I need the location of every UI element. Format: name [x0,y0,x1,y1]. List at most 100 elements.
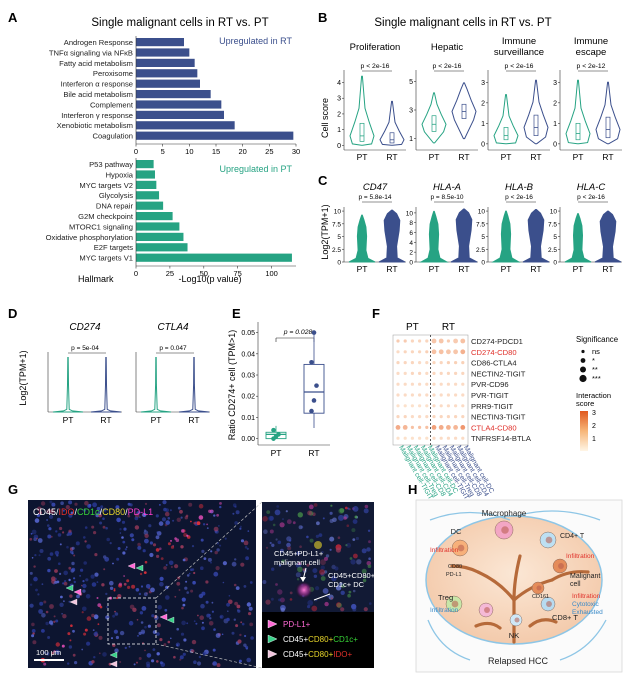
cell-spot [54,550,60,556]
axis-tick-label: 0 [481,141,485,148]
cell-spot [156,652,160,656]
dot-mark [403,404,407,408]
hallmark-bar [136,100,222,109]
hallmark-label: Bile acid metabolism [63,90,133,99]
group-label: RT [386,264,397,274]
cell-spot [145,584,151,589]
significance-legend-label: * [592,356,595,365]
dot-mark [410,415,414,419]
cell-spot [59,572,62,576]
cell-spot [38,609,43,614]
interaction-pair-label: TNFRSF14-BTLA [471,434,532,443]
label-cd8-t: CD8+ T [552,613,578,622]
cell-spot [143,571,147,574]
hallmark-bar [136,253,292,262]
cell-spot [109,542,112,545]
dot-mark [432,404,436,408]
cell-spot [201,626,205,631]
cell-spot [155,535,160,540]
cell-spot [29,537,33,541]
cell-spot [119,661,122,663]
legend-marker [267,619,278,629]
cell-spot [240,539,245,543]
label-cd161: CD161 [532,594,549,600]
treg-2-nucleus [484,607,490,613]
cell-spot [49,514,54,520]
cell-spot [355,536,359,541]
cell-spot [47,556,52,561]
cell-spot [219,502,222,505]
cell-spot [243,540,249,546]
cell-spot [196,521,201,526]
cell-spot [275,583,278,586]
legend-marker [267,634,278,644]
cell-spot [102,652,107,657]
dot-mark [431,349,437,355]
cell-spot [113,629,118,634]
cell-spot [148,524,152,528]
cell-spot [35,588,38,592]
colorbar [580,411,588,451]
cell-spot [114,648,119,653]
hallmark-bar [136,212,173,221]
hallmark-bar [136,58,195,67]
channel-label: CD45/ [33,507,59,517]
panel-letter-d: D [8,306,17,321]
cell-spot [219,614,224,619]
cell-spot [246,602,252,607]
cell-spot [84,628,88,632]
blood-vessel [528,618,558,628]
cell-spot [155,548,160,552]
cell-spot [364,504,369,509]
p-value-label: p < 2e-16 [505,63,534,70]
cell-spot [159,661,163,665]
cell-spot [165,520,170,525]
cell-spot [45,610,49,614]
cell-spot [239,525,242,528]
cell-spot [72,629,75,633]
violin-shape [595,81,621,145]
dot-mark [418,350,422,354]
hallmark-label: Coagulation [92,132,133,141]
cell-spot [330,597,333,600]
cell-spot [126,546,128,548]
cell-spot [60,595,63,599]
cell-spot [265,599,271,605]
dot-mark [402,425,408,430]
facet-title: surveillance [494,47,544,58]
dot-mark [438,349,444,355]
axis-tick-label: 0.01 [241,415,255,422]
panel-a: Single malignant cells in RT vs. PT Upre… [46,17,301,284]
cell-spot [320,572,325,577]
cell-spot [55,642,60,647]
cell-spot [210,550,213,553]
cell-spot [56,580,60,584]
axis-tick-label: 0 [337,143,341,150]
cell-spot [59,526,63,531]
axis-tick-label: 6 [409,230,413,237]
cell-spot [83,536,86,539]
cell-spot [174,564,179,569]
cell-spot [55,530,58,533]
cell-spot [190,568,193,571]
cell-spot [193,620,196,623]
arrowhead-marker [166,616,175,624]
facet-title: HLA-A [433,182,461,193]
cell-spot [346,524,350,527]
axis-tick-label: 4 [337,80,341,87]
cell-spot [191,545,195,548]
blood-vessel [450,564,480,574]
legend-part: IDO+ [333,650,352,659]
dot-mark [425,415,429,419]
dot-mark [454,371,458,375]
cell-spot [250,636,254,640]
cell-spot [351,528,356,533]
cell-spot [307,605,311,609]
cell-spot [272,523,276,527]
hallmark-label: Hypoxia [106,170,134,179]
dot-mark [403,382,407,386]
cell-spot [243,585,247,588]
hallmark-label: Xenobiotic metabolism [57,121,133,130]
panel-letter-c: C [318,173,328,188]
cell-spot [138,657,142,660]
